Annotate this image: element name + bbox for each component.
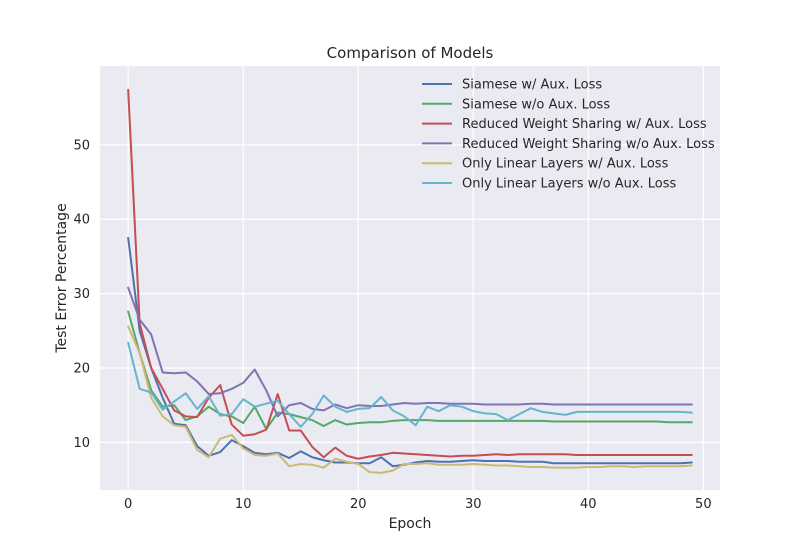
legend-label: Siamese w/ Aux. Loss bbox=[462, 78, 602, 93]
grid bbox=[100, 66, 720, 490]
x-tick-label: 10 bbox=[235, 497, 252, 512]
legend: Siamese w/ Aux. Loss Siamese w/o Aux. Los… bbox=[422, 78, 715, 192]
chart-title: Comparison of Models bbox=[327, 44, 494, 62]
series-line-5 bbox=[127, 325, 693, 474]
legend-label: Only Linear Layers w/o Aux. Loss bbox=[462, 177, 677, 192]
series-lines bbox=[127, 88, 693, 474]
y-tick-label: 40 bbox=[73, 213, 90, 228]
y-tick-label: 30 bbox=[73, 287, 90, 302]
y-tick-label: 10 bbox=[73, 436, 90, 451]
x-axis-label: Epoch bbox=[389, 516, 432, 532]
y-axis-label: Test Error Percentage bbox=[54, 203, 70, 353]
axis-ticks: 0 10 20 30 40 50 10 20 30 40 50 bbox=[73, 138, 711, 512]
x-tick-label: 0 bbox=[124, 497, 132, 512]
legend-label: Reduced Weight Sharing w/o Aux. Loss bbox=[462, 137, 715, 152]
legend-label: Reduced Weight Sharing w/ Aux. Loss bbox=[462, 117, 707, 132]
x-tick-label: 40 bbox=[580, 497, 597, 512]
series-line-6 bbox=[127, 341, 693, 428]
series-line-4 bbox=[127, 286, 693, 418]
y-tick-label: 50 bbox=[73, 138, 90, 153]
x-tick-label: 50 bbox=[695, 497, 712, 512]
legend-label: Siamese w/o Aux. Loss bbox=[462, 97, 610, 112]
legend-label: Only Linear Layers w/ Aux. Loss bbox=[462, 157, 669, 172]
x-tick-label: 20 bbox=[350, 497, 367, 512]
x-tick-label: 30 bbox=[465, 497, 482, 512]
y-tick-label: 20 bbox=[73, 362, 90, 377]
